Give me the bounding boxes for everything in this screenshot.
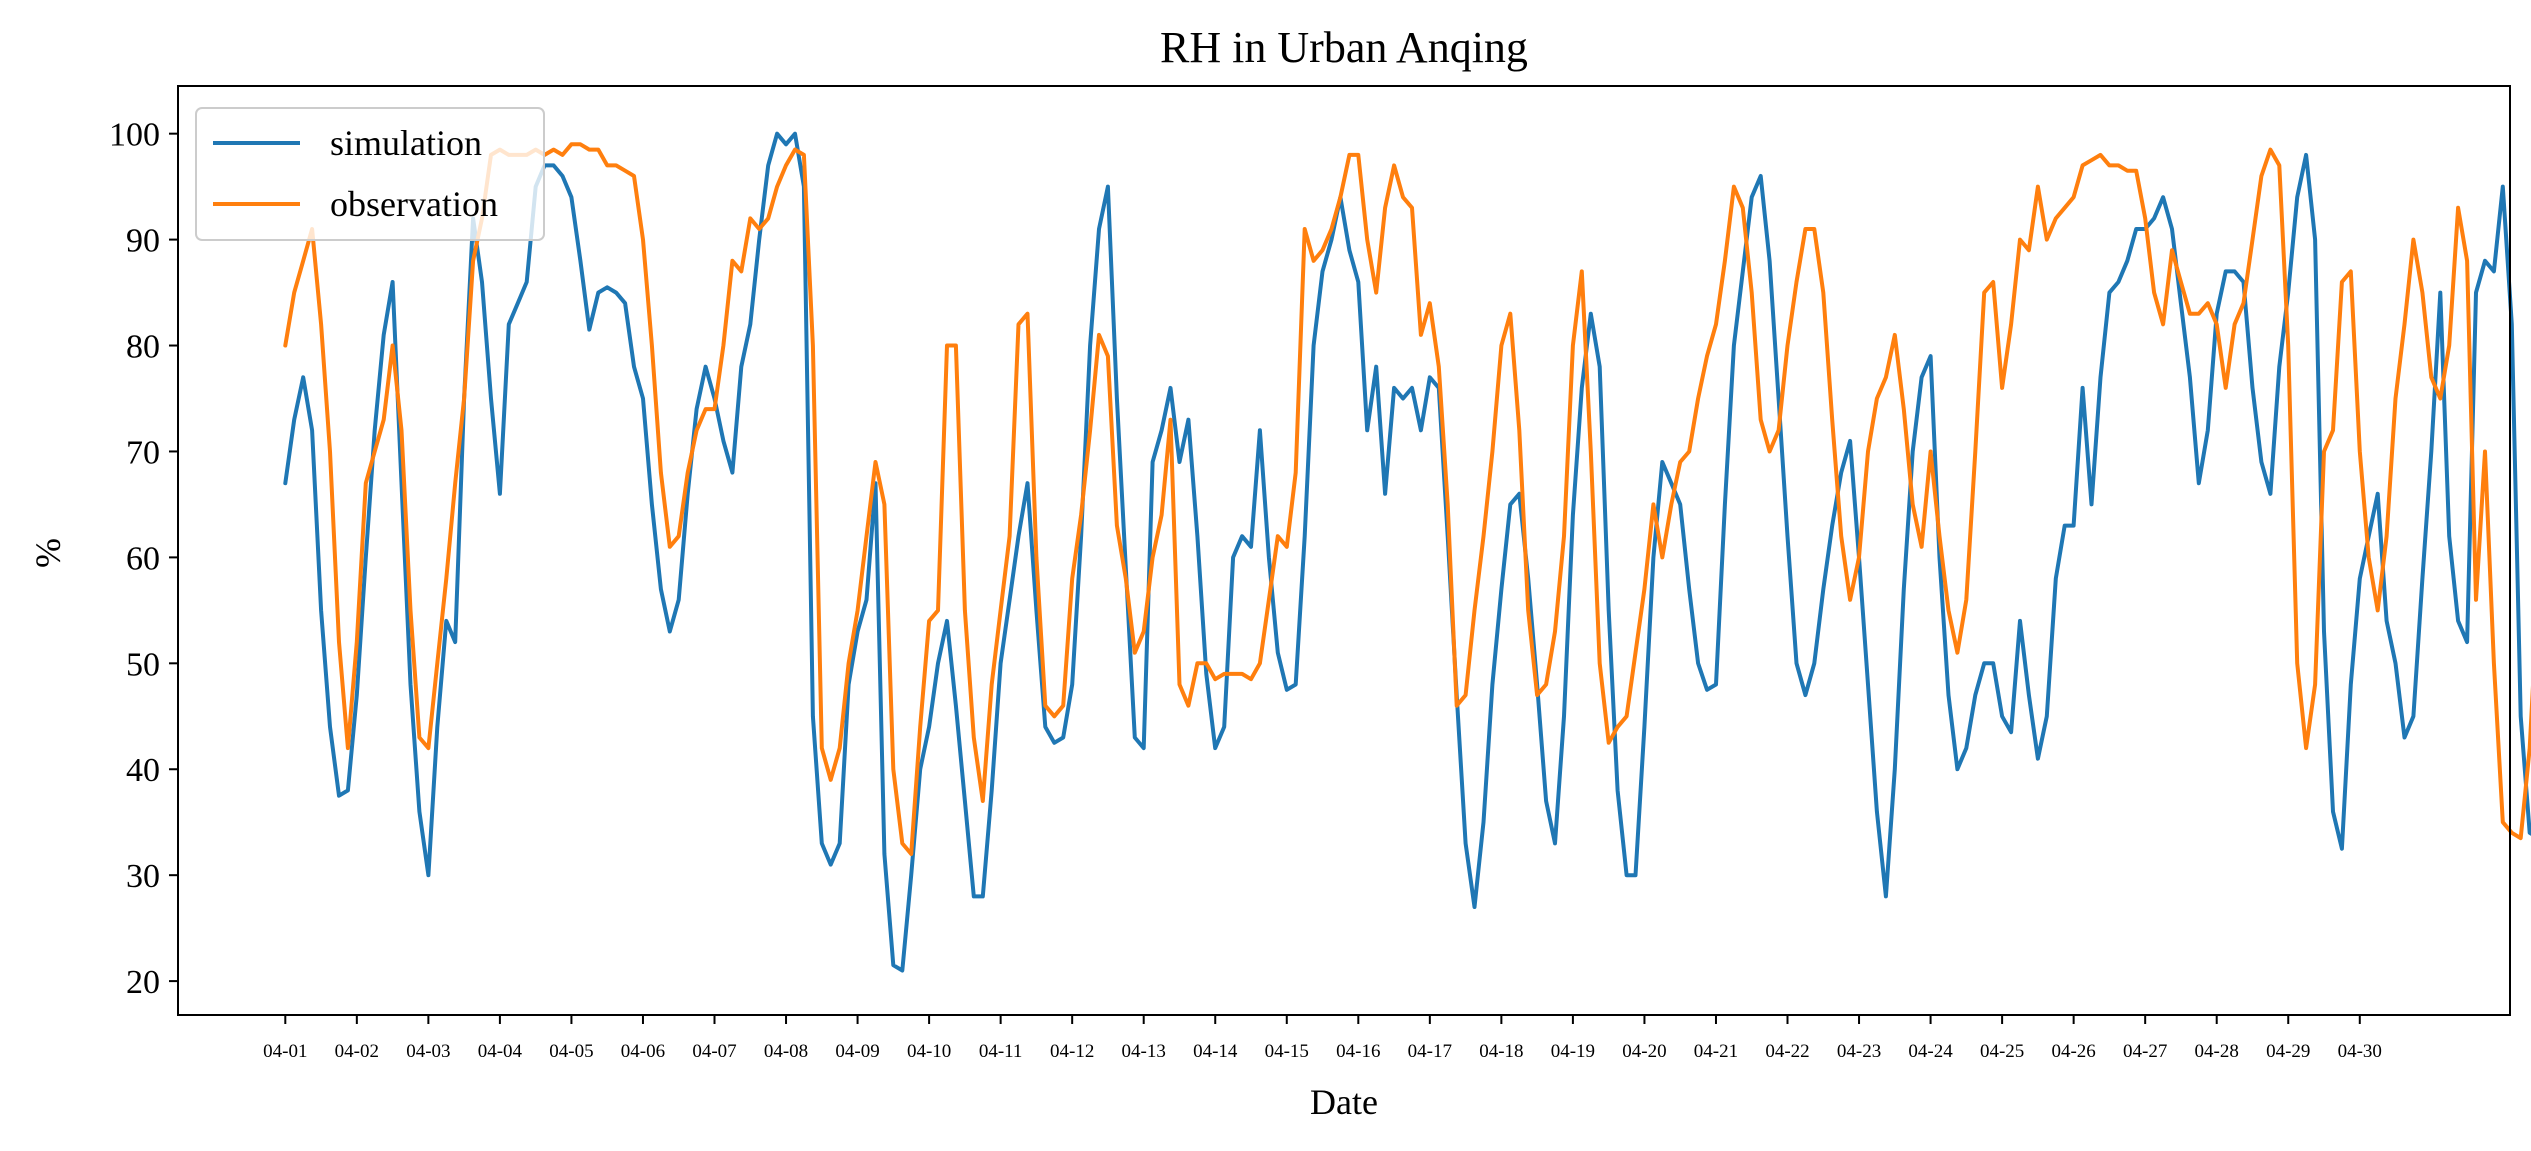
y-tick-label: 80 bbox=[126, 329, 160, 366]
x-tick-label: 04-07 bbox=[692, 1041, 736, 1062]
x-tick-label: 04-12 bbox=[1050, 1041, 1094, 1062]
x-tick-label: 04-13 bbox=[1122, 1041, 1166, 1062]
x-axis-label: Date bbox=[1310, 1082, 1378, 1122]
legend-label-simulation: simulation bbox=[330, 123, 482, 163]
x-tick-label: 04-29 bbox=[2266, 1041, 2310, 1062]
y-tick-label: 100 bbox=[109, 117, 160, 154]
x-tick-label: 04-14 bbox=[1193, 1041, 1238, 1062]
x-tick-label: 04-26 bbox=[2051, 1041, 2095, 1062]
x-tick-label: 04-06 bbox=[621, 1041, 665, 1062]
x-tick-label: 04-25 bbox=[1980, 1041, 2024, 1062]
x-tick-label: 04-08 bbox=[764, 1041, 808, 1062]
x-tick-label: 04-10 bbox=[907, 1041, 951, 1062]
x-tick-label: 04-28 bbox=[2195, 1041, 2239, 1062]
series-line-observation bbox=[283, 142, 2531, 856]
x-tick-label: 04-16 bbox=[1336, 1041, 1380, 1062]
series-line-simulation bbox=[283, 131, 2531, 973]
y-tick-label: 40 bbox=[126, 752, 160, 789]
y-tick-label: 70 bbox=[126, 434, 160, 471]
y-axis: 20 30 40 50 60 70 80 90 100 bbox=[109, 117, 178, 1001]
x-tick-label: 04-04 bbox=[478, 1041, 523, 1062]
legend-label-observation: observation bbox=[330, 184, 498, 224]
x-tick-label: 04-20 bbox=[1622, 1041, 1666, 1062]
x-axis: 04-01 04-02 04-03 04-04 04-05 04-06 04-07 04-08… bbox=[263, 1015, 2382, 1062]
x-tick-label: 04-17 bbox=[1408, 1041, 1452, 1062]
legend: simulation observation bbox=[195, 107, 545, 241]
x-tick-label: 04-24 bbox=[1908, 1041, 1953, 1062]
y-tick-label: 50 bbox=[126, 646, 160, 683]
x-tick-label: 04-01 bbox=[263, 1041, 307, 1062]
x-tick-label: 04-03 bbox=[406, 1041, 450, 1062]
x-tick-label: 04-18 bbox=[1479, 1041, 1523, 1062]
x-tick-label: 04-02 bbox=[335, 1041, 379, 1062]
x-tick-label: 04-21 bbox=[1694, 1041, 1738, 1062]
x-tick-label: 04-22 bbox=[1765, 1041, 1809, 1062]
x-tick-label: 04-23 bbox=[1837, 1041, 1881, 1062]
x-tick-label: 04-05 bbox=[549, 1041, 593, 1062]
x-tick-label: 04-27 bbox=[2123, 1041, 2167, 1062]
chart-title: RH in Urban Anqing bbox=[1160, 23, 1528, 72]
x-tick-label: 04-30 bbox=[2338, 1041, 2382, 1062]
y-tick-label: 30 bbox=[126, 858, 160, 895]
y-tick-label: 90 bbox=[126, 223, 160, 260]
plot-frame bbox=[177, 85, 2511, 1016]
y-tick-label: 20 bbox=[126, 964, 160, 1001]
y-axis-label: % bbox=[28, 538, 68, 568]
series-layer bbox=[283, 131, 2531, 973]
x-tick-label: 04-19 bbox=[1551, 1041, 1595, 1062]
x-tick-label: 04-09 bbox=[835, 1041, 879, 1062]
y-tick-label: 60 bbox=[126, 540, 160, 577]
x-tick-label: 04-15 bbox=[1265, 1041, 1309, 1062]
x-tick-label: 04-11 bbox=[979, 1041, 1023, 1062]
